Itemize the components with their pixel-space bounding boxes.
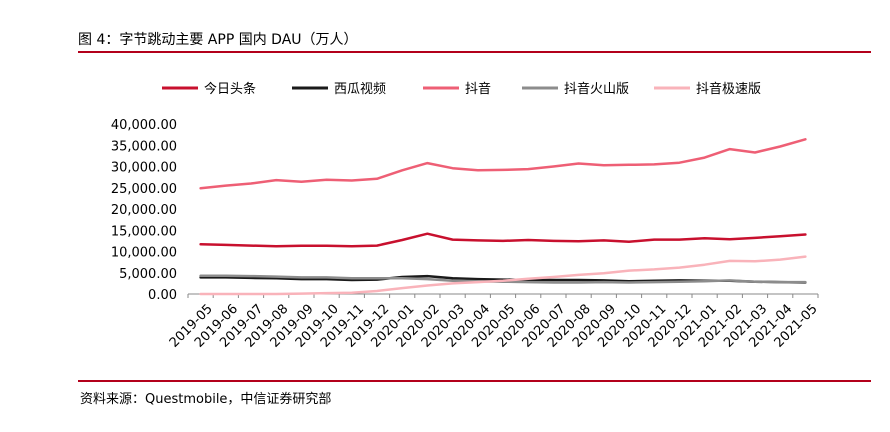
top-rule: [78, 51, 871, 53]
series-line-抖音极速版: [199, 255, 807, 296]
y-tick-label: 30,000.00: [111, 161, 177, 176]
y-tick-label: 10,000.00: [111, 246, 177, 261]
series-line-今日头条: [199, 232, 807, 248]
legend-label: 西瓜视频: [334, 82, 386, 97]
x-axis-ticks: 2019-052019-062019-072019-082019-092019-…: [167, 294, 821, 351]
bottom-rule: [78, 380, 871, 382]
y-tick-label: 0.00: [148, 288, 177, 303]
y-tick-label: 25,000.00: [111, 182, 177, 197]
legend: 今日头条 西瓜视频 抖音 抖音火山版 抖音极速版: [162, 81, 761, 97]
legend-label: 抖音火山版: [564, 81, 629, 97]
series-line-抖音: [199, 138, 807, 190]
source-note: 资料来源：Questmobile，中信证券研究部: [80, 392, 332, 407]
y-tick-label: 40,000.00: [111, 118, 177, 133]
series-lines: [199, 138, 807, 296]
legend-label: 抖音: [465, 81, 491, 97]
y-axis-ticks: 0.00 5,000.00 10,000.00 15,000.00 20,000.00 2…: [111, 118, 177, 303]
y-tick-label: 20,000.00: [111, 203, 177, 218]
legend-label: 今日头条: [204, 81, 256, 97]
y-tick-label: 5,000.00: [119, 267, 177, 282]
y-tick-label: 15,000.00: [111, 224, 177, 239]
figure-title: 图 4：字节跳动主要 APP 国内 DAU（万人）: [78, 32, 358, 48]
legend-label: 抖音极速版: [696, 81, 761, 97]
y-tick-label: 35,000.00: [111, 139, 177, 154]
